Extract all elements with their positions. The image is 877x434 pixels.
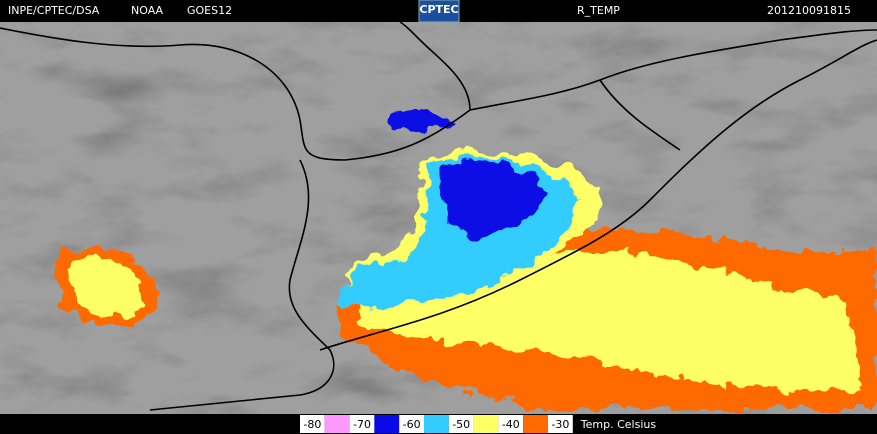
legend-unit: Temp. Celsius	[580, 418, 657, 431]
satellite-image	[0, 21, 877, 414]
legend-label: -30	[551, 418, 569, 431]
legend: -80 -70 -60 -50 -40 -30 Temp. Celsius	[300, 415, 656, 433]
legend-label-box	[448, 415, 474, 433]
legend-label: -70	[353, 418, 371, 431]
legend-swatch	[374, 415, 400, 433]
legend-swatch	[523, 415, 548, 433]
legend-label: -40	[502, 418, 520, 431]
legend-label-box	[548, 415, 573, 433]
timestamp: 201210091815	[767, 4, 851, 17]
logo	[418, 0, 460, 23]
source: INPE/CPTEC/DSA	[8, 4, 100, 17]
legend-label: -80	[303, 418, 321, 431]
satellite: GOES12	[187, 4, 232, 17]
product: R_TEMP	[577, 4, 620, 17]
logo-text: CPTEC	[419, 3, 458, 16]
legend-label: -60	[403, 418, 421, 431]
legend-label: -50	[452, 418, 470, 431]
legend-label-box	[399, 415, 424, 433]
legend-label-box	[300, 415, 325, 433]
legend-swatch	[473, 415, 499, 433]
legend-label-box	[498, 415, 524, 433]
legend-swatch	[424, 415, 449, 433]
legend-swatch	[324, 415, 350, 433]
legend-label-box	[349, 415, 375, 433]
agency: NOAA	[131, 4, 164, 17]
